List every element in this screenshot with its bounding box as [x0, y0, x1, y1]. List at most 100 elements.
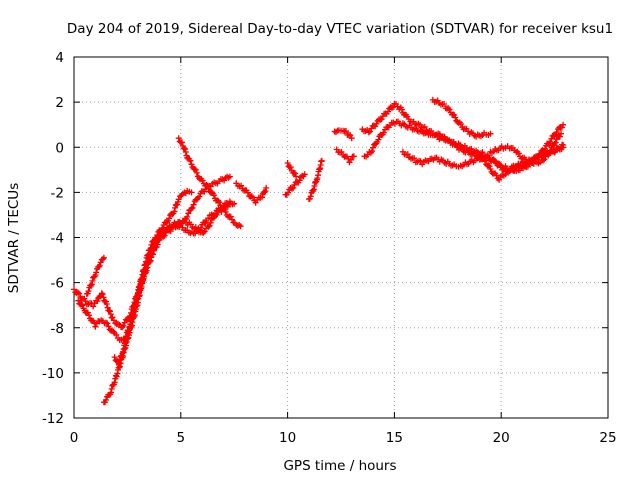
- data-point: [147, 245, 154, 252]
- data-point: [545, 151, 552, 158]
- data-point: [378, 116, 385, 123]
- data-point: [558, 124, 565, 131]
- data-point: [487, 166, 494, 172]
- data-point: [552, 139, 559, 146]
- data-point: [201, 228, 208, 235]
- data-point: [178, 139, 185, 146]
- data-point: [182, 149, 189, 155]
- data-point: [553, 129, 560, 136]
- data-point: [547, 138, 554, 145]
- data-point: [188, 205, 195, 212]
- data-point: [199, 177, 206, 184]
- data-point: [220, 205, 227, 212]
- data-point: [192, 166, 199, 173]
- data-point: [345, 155, 352, 162]
- data-point: [187, 157, 194, 164]
- data-point: [421, 123, 428, 130]
- data-point: [75, 297, 82, 304]
- data-point: [293, 173, 300, 180]
- data-point: [103, 301, 110, 307]
- data-point: [560, 144, 567, 151]
- data-point: [206, 222, 213, 229]
- x-tick-label: 5: [177, 430, 186, 446]
- data-point: [196, 193, 203, 200]
- series-trace-10: [306, 157, 325, 203]
- data-point: [86, 312, 92, 319]
- data-point: [288, 185, 295, 192]
- data-point: [148, 241, 155, 248]
- data-point: [193, 169, 200, 176]
- data-point: [343, 128, 349, 134]
- data-point: [350, 153, 357, 160]
- data-point: [154, 232, 161, 238]
- data-point: [479, 149, 486, 156]
- data-point: [159, 225, 166, 232]
- data-point: [348, 135, 355, 142]
- x-tick-label: 15: [386, 430, 403, 446]
- data-point: [486, 163, 493, 170]
- data-point: [96, 262, 103, 269]
- data-point: [103, 397, 109, 403]
- data-point: [404, 151, 411, 158]
- data-point: [301, 171, 308, 178]
- data-point: [244, 189, 251, 196]
- data-point: [231, 200, 238, 207]
- data-point: [398, 106, 405, 113]
- data-point: [445, 105, 452, 112]
- series-trace-7: [233, 180, 270, 206]
- data-point: [263, 184, 270, 191]
- data-point: [103, 319, 109, 326]
- y-tick-label: -4: [51, 231, 64, 247]
- data-point: [518, 155, 525, 162]
- data-point: [79, 302, 86, 309]
- data-point: [98, 290, 105, 297]
- series-trace-9: [284, 160, 300, 180]
- data-point: [284, 160, 291, 166]
- data-point: [287, 164, 294, 171]
- series-trace-4: [100, 200, 238, 406]
- series-trace-16: [429, 96, 494, 140]
- data-point: [310, 186, 317, 193]
- data-point: [556, 133, 563, 140]
- data-point: [446, 106, 453, 113]
- y-tick-label: 4: [55, 50, 64, 66]
- x-tick-label: 0: [70, 430, 79, 446]
- data-point: [259, 194, 265, 201]
- data-point: [185, 210, 192, 217]
- data-point: [493, 172, 500, 179]
- data-point: [119, 324, 126, 331]
- data-point: [71, 286, 77, 293]
- series-trace-12: [333, 146, 357, 166]
- data-point: [375, 136, 382, 143]
- y-tick-label: -12: [42, 411, 64, 427]
- data-point: [502, 171, 509, 178]
- data-point: [216, 199, 223, 206]
- data-point: [285, 189, 291, 196]
- data-point: [175, 196, 182, 203]
- data-point: [250, 194, 256, 201]
- data-point: [262, 188, 269, 195]
- y-axis-label: SDTVAR / TECUs: [6, 183, 22, 293]
- data-point: [175, 135, 182, 142]
- data-point: [451, 111, 458, 118]
- x-tick-label: 25: [599, 430, 616, 446]
- data-point: [205, 223, 212, 230]
- data-point: [89, 277, 96, 284]
- data-point: [248, 193, 255, 200]
- y-tick-label: -2: [51, 185, 64, 201]
- data-point: [373, 120, 380, 127]
- data-point: [189, 204, 196, 211]
- x-tick-label: 20: [493, 430, 510, 446]
- axis-ticks: 0 5 10 15 20 25 -12 -10 -8 -6 -4 -2 0 2 4: [42, 50, 617, 446]
- series-trace-3: [83, 254, 107, 297]
- data-point: [97, 259, 104, 266]
- data-point: [307, 193, 314, 200]
- series-trace-2: [75, 198, 233, 343]
- data-point: [365, 129, 372, 136]
- data-point: [547, 147, 554, 154]
- series-trace-6: [175, 135, 244, 230]
- y-tick-label: 0: [55, 140, 64, 156]
- data-point: [92, 272, 99, 279]
- data-point: [100, 254, 107, 261]
- data-point: [104, 320, 111, 327]
